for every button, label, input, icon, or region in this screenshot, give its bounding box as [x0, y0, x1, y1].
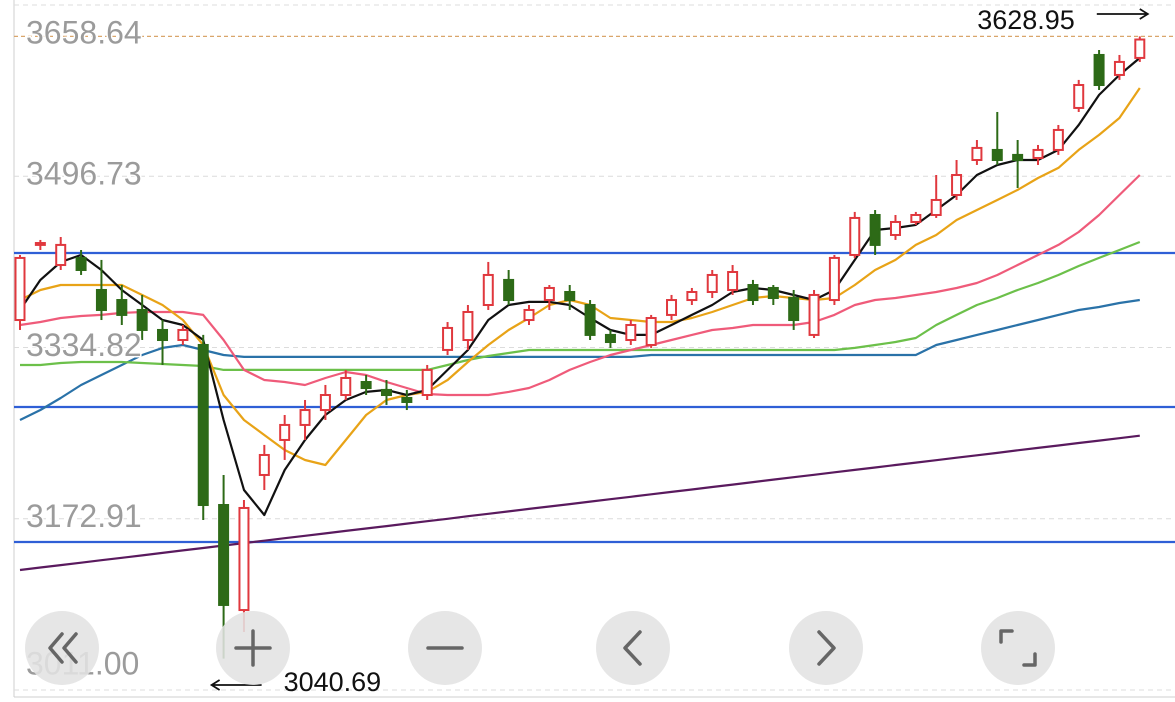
candle-body	[1113, 60, 1125, 76]
y-tick-label: 3658.64	[26, 14, 142, 50]
candle-body	[279, 423, 291, 441]
ma-line	[19, 298, 1140, 421]
ma-line	[19, 57, 1141, 517]
candle-body	[95, 288, 107, 311]
candle-body	[340, 376, 352, 397]
candle-body	[604, 333, 616, 344]
candle-body	[442, 326, 454, 351]
candle-body	[889, 220, 901, 236]
candle-body	[238, 506, 250, 612]
y-tick-label: 3172.91	[26, 498, 142, 534]
candle-body	[136, 308, 148, 331]
ma-line	[19, 174, 1141, 397]
candle-body	[482, 273, 494, 307]
candle-body	[258, 453, 270, 476]
candle-body	[930, 198, 942, 216]
y-tick-label: 3496.73	[26, 156, 142, 192]
candle-body	[808, 293, 820, 336]
candle-body	[788, 297, 800, 322]
candle-body	[1052, 128, 1064, 151]
candle-body	[584, 304, 596, 336]
candle-body	[1032, 148, 1044, 159]
plot-area: 3011.003172.913334.823496.733658.643628.…	[13, 0, 1175, 698]
candle-body	[747, 284, 759, 302]
scroll-start-button[interactable]	[25, 611, 99, 685]
low-arrow	[209, 679, 262, 691]
candle-body	[157, 328, 169, 342]
candle-body	[767, 286, 779, 300]
candle-body	[828, 256, 840, 302]
previous-button[interactable]	[596, 611, 670, 685]
candle-body	[543, 286, 555, 302]
candle-body	[197, 343, 209, 507]
fullscreen-button[interactable]	[981, 611, 1055, 685]
candle-body	[380, 388, 392, 397]
candle-body	[34, 242, 46, 246]
ma-line	[20, 240, 1141, 371]
zoom-in-button[interactable]	[216, 611, 290, 685]
candle-body	[849, 216, 861, 256]
candle-body	[1012, 153, 1024, 161]
high-arrow	[1096, 8, 1150, 20]
next-button[interactable]	[789, 611, 863, 685]
candle-body	[910, 213, 922, 223]
high-label: 3628.95	[977, 5, 1075, 35]
candle-body	[360, 381, 372, 390]
candle-body	[218, 504, 230, 606]
candle-body	[1073, 84, 1085, 109]
candle-body	[177, 328, 189, 342]
candle-body	[1134, 38, 1146, 59]
low-label: 3040.69	[284, 667, 382, 697]
candle-body	[319, 394, 331, 412]
candle-body	[523, 308, 535, 322]
candle-body	[706, 273, 718, 293]
candle-body	[1093, 53, 1105, 87]
y-tick-label: 3334.82	[26, 327, 142, 363]
candle-body	[951, 174, 963, 197]
candle-body	[401, 396, 413, 403]
candle-body	[971, 146, 983, 161]
toolbar	[25, 611, 1055, 685]
candle-body	[14, 256, 26, 322]
candle-body	[421, 368, 433, 397]
candle-body	[116, 299, 128, 316]
candle-body	[625, 323, 637, 342]
candle-body	[299, 409, 311, 426]
candle-body	[564, 290, 576, 302]
candle-body	[869, 213, 881, 246]
candle-body	[55, 243, 67, 267]
candle-body	[686, 290, 698, 302]
zoom-out-button[interactable]	[408, 611, 482, 685]
candle-body	[462, 310, 474, 342]
candle-body	[991, 148, 1003, 161]
candle-body	[503, 278, 515, 302]
ma-line	[19, 434, 1140, 572]
candle-body	[666, 299, 678, 316]
candle-body	[727, 271, 739, 291]
candle-body	[75, 256, 87, 271]
candle-body	[645, 317, 657, 346]
ma-line	[19, 87, 1141, 467]
